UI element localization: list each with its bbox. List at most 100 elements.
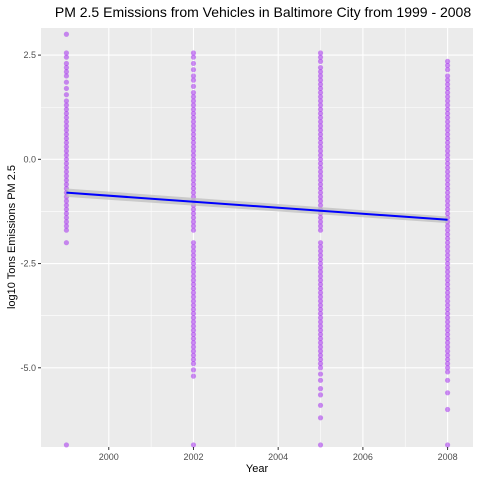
y-axis-ticks: 2.5 0.0 -2.5 -5.0 — [20, 50, 41, 373]
data-point — [63, 144, 70, 150]
y-axis-label: log10 Tons Emissions PM 2.5 — [6, 165, 18, 309]
data-point — [444, 85, 451, 92]
data-point — [63, 223, 70, 229]
data-point — [444, 210, 451, 217]
data-point — [190, 281, 197, 288]
data-point — [444, 131, 451, 137]
data-point — [444, 336, 451, 342]
data-point — [444, 223, 451, 229]
data-point — [63, 156, 70, 162]
data-point — [444, 165, 451, 171]
data-point — [444, 148, 451, 154]
chart-title: PM 2.5 Emissions from Vehicles in Baltim… — [55, 4, 471, 20]
data-point — [190, 160, 197, 167]
data-point — [444, 169, 451, 175]
data-point — [190, 54, 197, 60]
data-point — [190, 223, 197, 229]
data-point — [190, 144, 197, 150]
data-point — [63, 73, 70, 79]
data-point — [190, 348, 197, 354]
data-point — [444, 227, 451, 233]
data-point — [444, 260, 451, 267]
data-point — [444, 315, 451, 321]
data-point — [444, 340, 451, 346]
data-point — [63, 181, 70, 187]
data-point — [317, 106, 324, 112]
y-tick-label: 2.5 — [23, 50, 36, 60]
data-point — [63, 123, 70, 129]
y-tick-label: -5.0 — [20, 363, 36, 373]
data-point — [317, 185, 324, 192]
data-point — [190, 290, 197, 296]
data-point — [317, 90, 324, 96]
x-axis-ticks: 2000 2002 2004 2006 2008 — [99, 447, 458, 462]
data-point — [444, 331, 451, 338]
data-point — [63, 65, 70, 71]
data-point — [190, 181, 197, 187]
data-point — [190, 135, 197, 142]
data-point — [63, 50, 70, 56]
data-point — [317, 140, 324, 146]
data-point — [444, 352, 451, 358]
x-tick-label: 2000 — [99, 452, 119, 462]
data-point — [444, 156, 451, 162]
data-point — [317, 181, 324, 187]
data-point — [317, 50, 324, 56]
data-point — [190, 252, 197, 258]
data-point — [190, 277, 197, 283]
data-point — [444, 285, 451, 292]
data-point — [190, 177, 197, 183]
data-point — [444, 81, 451, 87]
data-point — [317, 169, 324, 175]
data-point — [317, 415, 324, 421]
data-point — [190, 310, 197, 317]
data-point — [317, 110, 324, 117]
data-point — [190, 361, 197, 367]
data-point — [444, 90, 451, 96]
data-point — [317, 365, 324, 371]
data-point — [317, 98, 324, 104]
data-point — [317, 323, 324, 329]
data-point — [63, 79, 70, 85]
data-point — [190, 298, 197, 304]
data-point — [63, 169, 70, 175]
data-point — [317, 327, 324, 333]
data-point — [190, 94, 197, 100]
data-point — [317, 102, 324, 108]
data-point — [190, 173, 197, 179]
data-point — [444, 206, 451, 212]
data-point — [190, 344, 197, 350]
data-point — [444, 198, 451, 204]
data-point — [317, 260, 324, 267]
data-point — [317, 377, 324, 383]
data-point — [190, 260, 197, 267]
data-point — [63, 215, 70, 221]
data-point — [444, 115, 451, 121]
data-point — [444, 110, 451, 117]
data-point — [444, 256, 451, 262]
data-point — [317, 273, 324, 279]
data-point — [317, 219, 324, 225]
x-tick-label: 2002 — [183, 452, 203, 462]
data-point — [317, 344, 324, 350]
y-tick-label: 0.0 — [23, 154, 36, 164]
data-point — [317, 290, 324, 296]
data-point — [317, 190, 324, 196]
data-point — [190, 148, 197, 154]
data-point — [190, 294, 197, 300]
data-point — [444, 327, 451, 333]
data-point — [190, 373, 197, 379]
data-point — [317, 148, 324, 154]
data-point — [190, 152, 197, 158]
data-point — [190, 60, 197, 67]
data-point — [317, 81, 324, 87]
data-point — [444, 231, 451, 237]
data-point — [63, 102, 70, 108]
data-point — [317, 352, 324, 358]
data-point — [444, 365, 451, 371]
data-point — [444, 106, 451, 112]
data-point — [444, 135, 451, 142]
data-point — [190, 302, 197, 308]
data-point — [63, 60, 70, 67]
data-point — [190, 140, 197, 146]
